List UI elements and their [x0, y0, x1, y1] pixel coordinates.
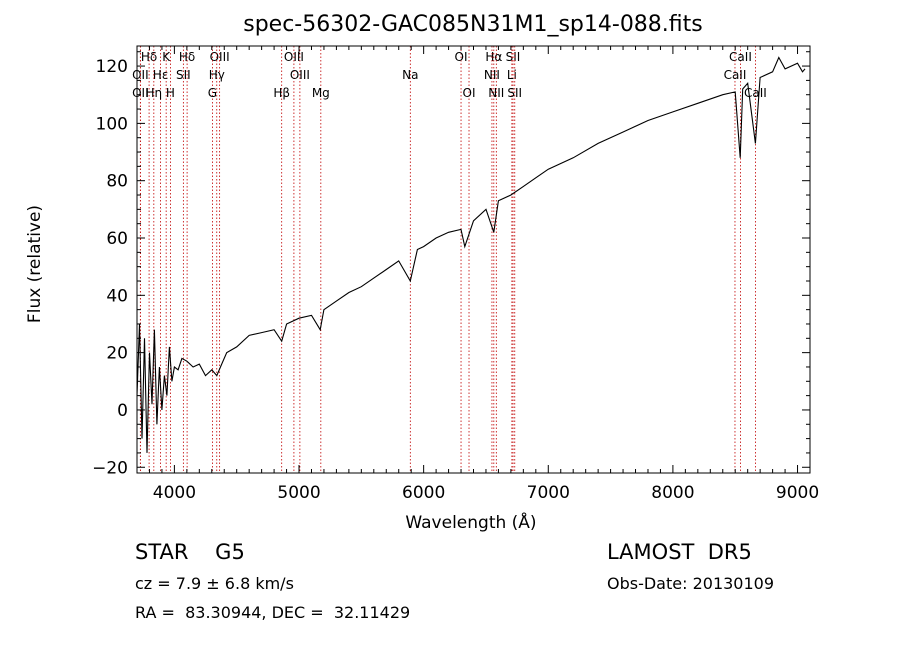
line-label: NII — [484, 68, 500, 82]
line-label: H — [166, 86, 175, 100]
y-tick-label: 0 — [117, 401, 128, 421]
y-tick-label: 20 — [106, 344, 128, 364]
line-label: CaII — [729, 50, 752, 64]
line-label: Hδ — [179, 50, 195, 64]
y-tick-label: 100 — [96, 114, 128, 134]
chart-title: spec-56302-GAC085N31M1_sp14-088.fits — [243, 12, 703, 37]
spectrum-series — [136, 56, 806, 453]
redshift-value: cz = 7.9 ± 6.8 km/s — [135, 574, 294, 593]
line-label: CaII — [744, 86, 767, 100]
line-label: Li — [507, 68, 517, 82]
x-tick-label: 6000 — [402, 483, 445, 503]
line-label: OIII — [210, 50, 230, 64]
plot-frame — [136, 45, 811, 474]
line-label: OII — [132, 86, 149, 100]
x-tick-label: 9000 — [776, 483, 819, 503]
line-label: Hη — [146, 86, 163, 100]
line-label: Hα — [485, 50, 502, 64]
line-label: G — [208, 86, 217, 100]
line-label: SII — [507, 86, 522, 100]
object-classification: STAR G5 — [135, 540, 245, 564]
line-label: OI — [455, 50, 468, 64]
x-tick-label: 7000 — [527, 483, 570, 503]
line-label: K — [162, 50, 171, 64]
line-label: Mg — [312, 86, 330, 100]
line-label: NII — [488, 86, 504, 100]
x-axis-label: Wavelength (Å) — [405, 511, 536, 533]
survey-release: LAMOST DR5 — [607, 540, 752, 564]
x-tick-label: 8000 — [651, 483, 694, 503]
x-tick-label: 5000 — [277, 483, 320, 503]
y-tick-label: 120 — [96, 57, 128, 77]
y-tick-label: 80 — [106, 172, 128, 192]
observation-date: Obs-Date: 20130109 — [607, 574, 775, 593]
y-tick-label: 60 — [106, 229, 128, 249]
line-label: OI — [463, 86, 476, 100]
line-label: SII — [176, 68, 191, 82]
line-label: Na — [402, 68, 418, 82]
line-label: Hδ — [141, 50, 157, 64]
line-label: Hβ — [273, 86, 290, 100]
line-label: CaII — [724, 68, 747, 82]
axes: 4000 5000 6000 7000 8000 9000 −20 0 20 40 60 80 100 1… — [92, 46, 819, 503]
line-label: OIII — [284, 50, 304, 64]
y-axis-label: Flux (relative) — [25, 205, 45, 323]
line-label: OIII — [290, 68, 310, 82]
coordinates: RA = 83.30944, DEC = 32.11429 — [135, 603, 411, 622]
line-label: Hε — [153, 68, 169, 82]
y-tick-label: 40 — [106, 286, 128, 306]
line-label: Hγ — [209, 68, 225, 82]
line-label: SII — [506, 50, 521, 64]
y-tick-label: −20 — [92, 458, 128, 478]
x-tick-label: 4000 — [153, 483, 196, 503]
spectrum-line — [136, 56, 806, 453]
